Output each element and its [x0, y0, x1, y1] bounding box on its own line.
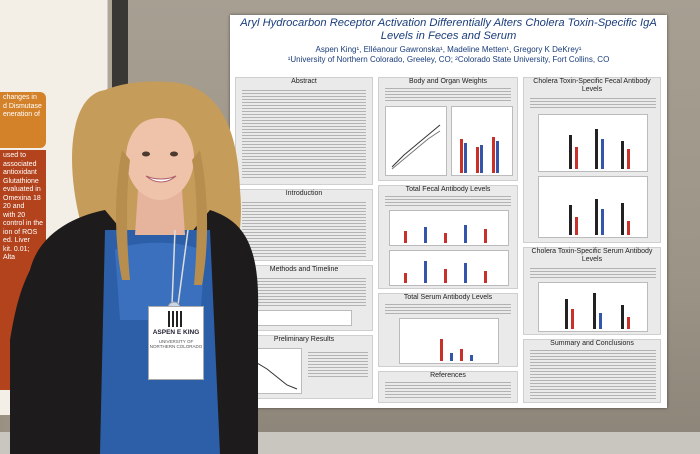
- chart-bar: [575, 217, 578, 235]
- body-weight-line-chart: [385, 106, 447, 176]
- chart-bar: [595, 199, 598, 235]
- ct-serum-heading: Cholera Toxin-Specific Serum Antibody Le…: [531, 248, 653, 263]
- body-weights-heading: Body and Organ Weights: [408, 78, 488, 85]
- fecal-antibody-heading: Total Fecal Antibody Levels: [405, 186, 491, 193]
- introduction-text: [242, 202, 366, 258]
- fecal-iga-chart: [389, 210, 509, 246]
- references-heading: References: [430, 372, 466, 379]
- ct-serum-panel: Cholera Toxin-Specific Serum Antibody Le…: [523, 247, 661, 335]
- methods-text: [242, 278, 366, 308]
- badge-org: UNIVERSITY OF NORTHERN COLORADO: [149, 339, 203, 349]
- references-panel: References: [378, 371, 518, 403]
- ct-fecal-chart-1: [538, 114, 648, 172]
- serum-antibody-heading: Total Serum Antibody Levels: [403, 294, 493, 301]
- chart-bar: [424, 261, 427, 283]
- name-badge: ASPEN E KING UNIVERSITY OF NORTHERN COLO…: [148, 306, 204, 380]
- chart-bar: [627, 149, 630, 169]
- preliminary-heading: Preliminary Results: [273, 336, 335, 343]
- research-poster: Aryl Hydrocarbon Receptor Activation Dif…: [230, 15, 667, 408]
- chart-bar: [404, 231, 407, 243]
- abstract-heading: Abstract: [291, 78, 317, 85]
- chart-bar: [470, 355, 473, 361]
- serum-antibody-text: [385, 304, 511, 314]
- chart-bar: [476, 147, 479, 173]
- qr-code-icon: [168, 311, 184, 327]
- badge-name: ASPEN E KING: [152, 329, 200, 336]
- chart-bar: [621, 305, 624, 329]
- chart-bar: [569, 135, 572, 169]
- chart-bar: [464, 143, 467, 173]
- summary-panel: Summary and Conclusions: [523, 339, 661, 403]
- abstract-text: [242, 90, 366, 180]
- preliminary-text: [308, 352, 368, 378]
- ct-fecal-heading: Cholera Toxin-Specific Fecal Antibody Le…: [533, 78, 651, 93]
- chart-bar: [601, 139, 604, 169]
- chart-bar: [444, 233, 447, 243]
- chart-bar: [444, 269, 447, 283]
- chart-bar: [595, 129, 598, 169]
- poster-authors: Aspen King¹, Elléanour Gawronska¹, Madel…: [230, 45, 667, 64]
- serum-antibody-chart: [399, 318, 499, 364]
- left-poster-box-orange: changes in d Dismutase eneration of: [0, 92, 46, 148]
- poster-title: Aryl Hydrocarbon Receptor Activation Dif…: [240, 17, 657, 42]
- organ-weight-bar-chart: [451, 106, 513, 176]
- fecal-igg-chart: [389, 250, 509, 286]
- affiliation-list: ¹University of Northern Colorado, Greele…: [287, 54, 610, 64]
- chart-bar: [464, 225, 467, 243]
- fecal-antibody-panel: Total Fecal Antibody Levels: [378, 185, 518, 289]
- chart-bar: [460, 349, 463, 361]
- chart-bar: [484, 229, 487, 243]
- chart-bar: [460, 139, 463, 173]
- chart-bar: [450, 353, 453, 361]
- summary-heading: Summary and Conclusions: [550, 340, 634, 347]
- chart-bar: [593, 293, 596, 329]
- chart-bar: [424, 227, 427, 243]
- fecal-antibody-text: [385, 196, 511, 206]
- chart-bar: [627, 221, 630, 235]
- chart-bar: [565, 299, 568, 329]
- body-weights-panel: Body and Organ Weights: [378, 77, 518, 181]
- ct-fecal-chart-2: [538, 176, 648, 238]
- chart-bar: [569, 205, 572, 235]
- abstract-panel: Abstract: [235, 77, 373, 185]
- chart-bar: [480, 145, 483, 173]
- chart-bar: [621, 141, 624, 169]
- timeline-diagram: [256, 310, 352, 326]
- introduction-heading: Introduction: [285, 190, 323, 197]
- ct-serum-text: [530, 268, 656, 278]
- references-text: [385, 382, 511, 400]
- chart-bar: [575, 147, 578, 169]
- methods-heading: Methods and Timeline: [269, 266, 339, 273]
- chart-bar: [571, 309, 574, 329]
- chart-bar: [484, 271, 487, 283]
- ct-fecal-text: [530, 98, 656, 110]
- chart-bar: [440, 339, 443, 361]
- chart-bar: [599, 313, 602, 329]
- chart-bar: [496, 141, 499, 173]
- chart-bar: [492, 137, 495, 173]
- ct-fecal-panel: Cholera Toxin-Specific Fecal Antibody Le…: [523, 77, 661, 243]
- presenter-figure: [10, 81, 259, 454]
- body-weight-lines: [391, 124, 441, 170]
- body-weights-text: [385, 88, 511, 102]
- chart-bar: [627, 317, 630, 329]
- summary-text: [530, 350, 656, 400]
- ct-serum-chart: [538, 282, 648, 332]
- chart-bar: [621, 203, 624, 235]
- chart-bar: [464, 263, 467, 283]
- chart-bar: [404, 273, 407, 283]
- serum-antibody-panel: Total Serum Antibody Levels: [378, 293, 518, 367]
- author-list: Aspen King¹, Elléanour Gawronska¹, Madel…: [315, 45, 582, 54]
- chart-bar: [601, 209, 604, 235]
